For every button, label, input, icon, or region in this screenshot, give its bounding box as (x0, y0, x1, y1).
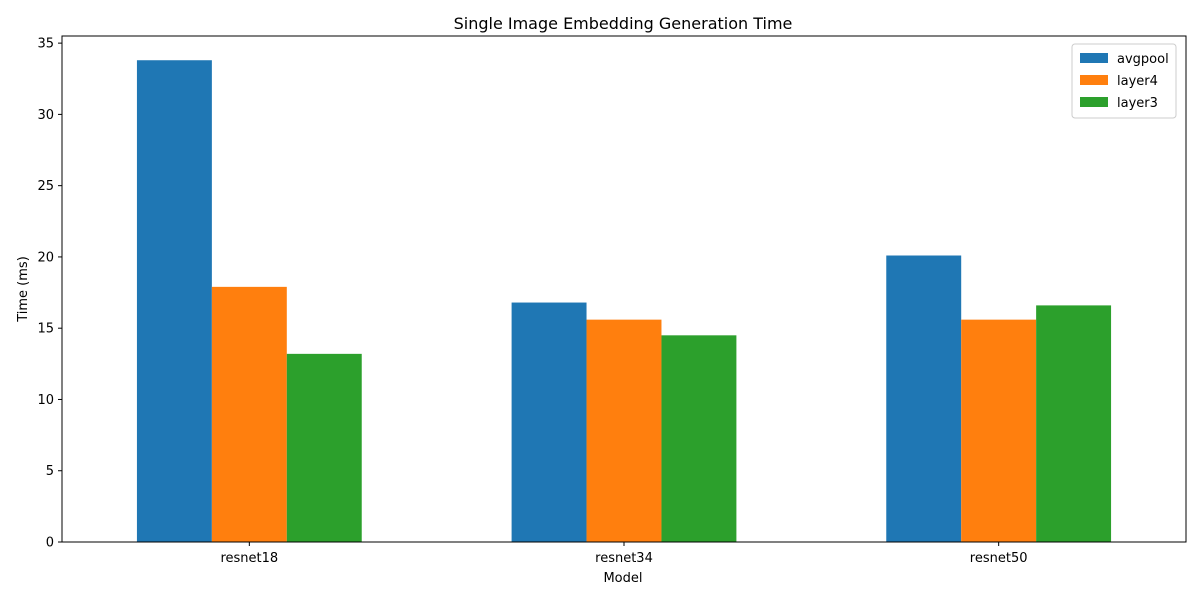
legend-swatch-layer4 (1080, 75, 1108, 85)
bar-layer4-resnet50 (961, 319, 1037, 542)
x-axis: resnet18 resnet34 resnet50 (220, 542, 1028, 566)
bar-layer3-resnet34 (661, 335, 737, 542)
bar-layer3-resnet18 (286, 353, 362, 542)
y-tick-label: 30 (37, 108, 54, 123)
chart-title: Single Image Embedding Generation Time (454, 14, 793, 33)
legend-label-layer3: layer3 (1117, 96, 1158, 111)
y-tick-label: 20 (37, 250, 54, 265)
x-tick-label: resnet34 (595, 551, 653, 566)
bar-layer4-resnet18 (211, 286, 287, 542)
y-tick-label: 0 (46, 536, 54, 551)
y-tick-label: 10 (37, 393, 54, 408)
bar-avgpool-resnet18 (136, 60, 212, 542)
bar-avgpool-resnet50 (886, 255, 962, 543)
y-axis-label: Time (ms) (16, 256, 31, 323)
bar-layer4-resnet34 (586, 319, 662, 542)
legend-label-avgpool: avgpool (1117, 52, 1169, 67)
plot-area (136, 60, 1112, 543)
y-tick-label: 25 (37, 179, 54, 194)
x-tick-label: resnet50 (970, 551, 1028, 566)
legend-swatch-layer3 (1080, 97, 1108, 107)
legend-label-layer4: layer4 (1117, 74, 1158, 89)
legend-swatch-avgpool (1080, 53, 1108, 63)
bar-avgpool-resnet34 (511, 302, 587, 542)
x-axis-label: Model (603, 571, 642, 586)
y-tick-label: 35 (37, 37, 54, 52)
legend: avgpool layer4 layer3 (1071, 43, 1177, 119)
x-tick-label: resnet18 (220, 551, 278, 566)
y-axis: 0 5 10 15 20 25 30 35 (37, 37, 62, 551)
bar-layer3-resnet50 (1036, 305, 1112, 542)
y-tick-label: 5 (46, 464, 54, 479)
y-tick-label: 15 (37, 322, 54, 337)
